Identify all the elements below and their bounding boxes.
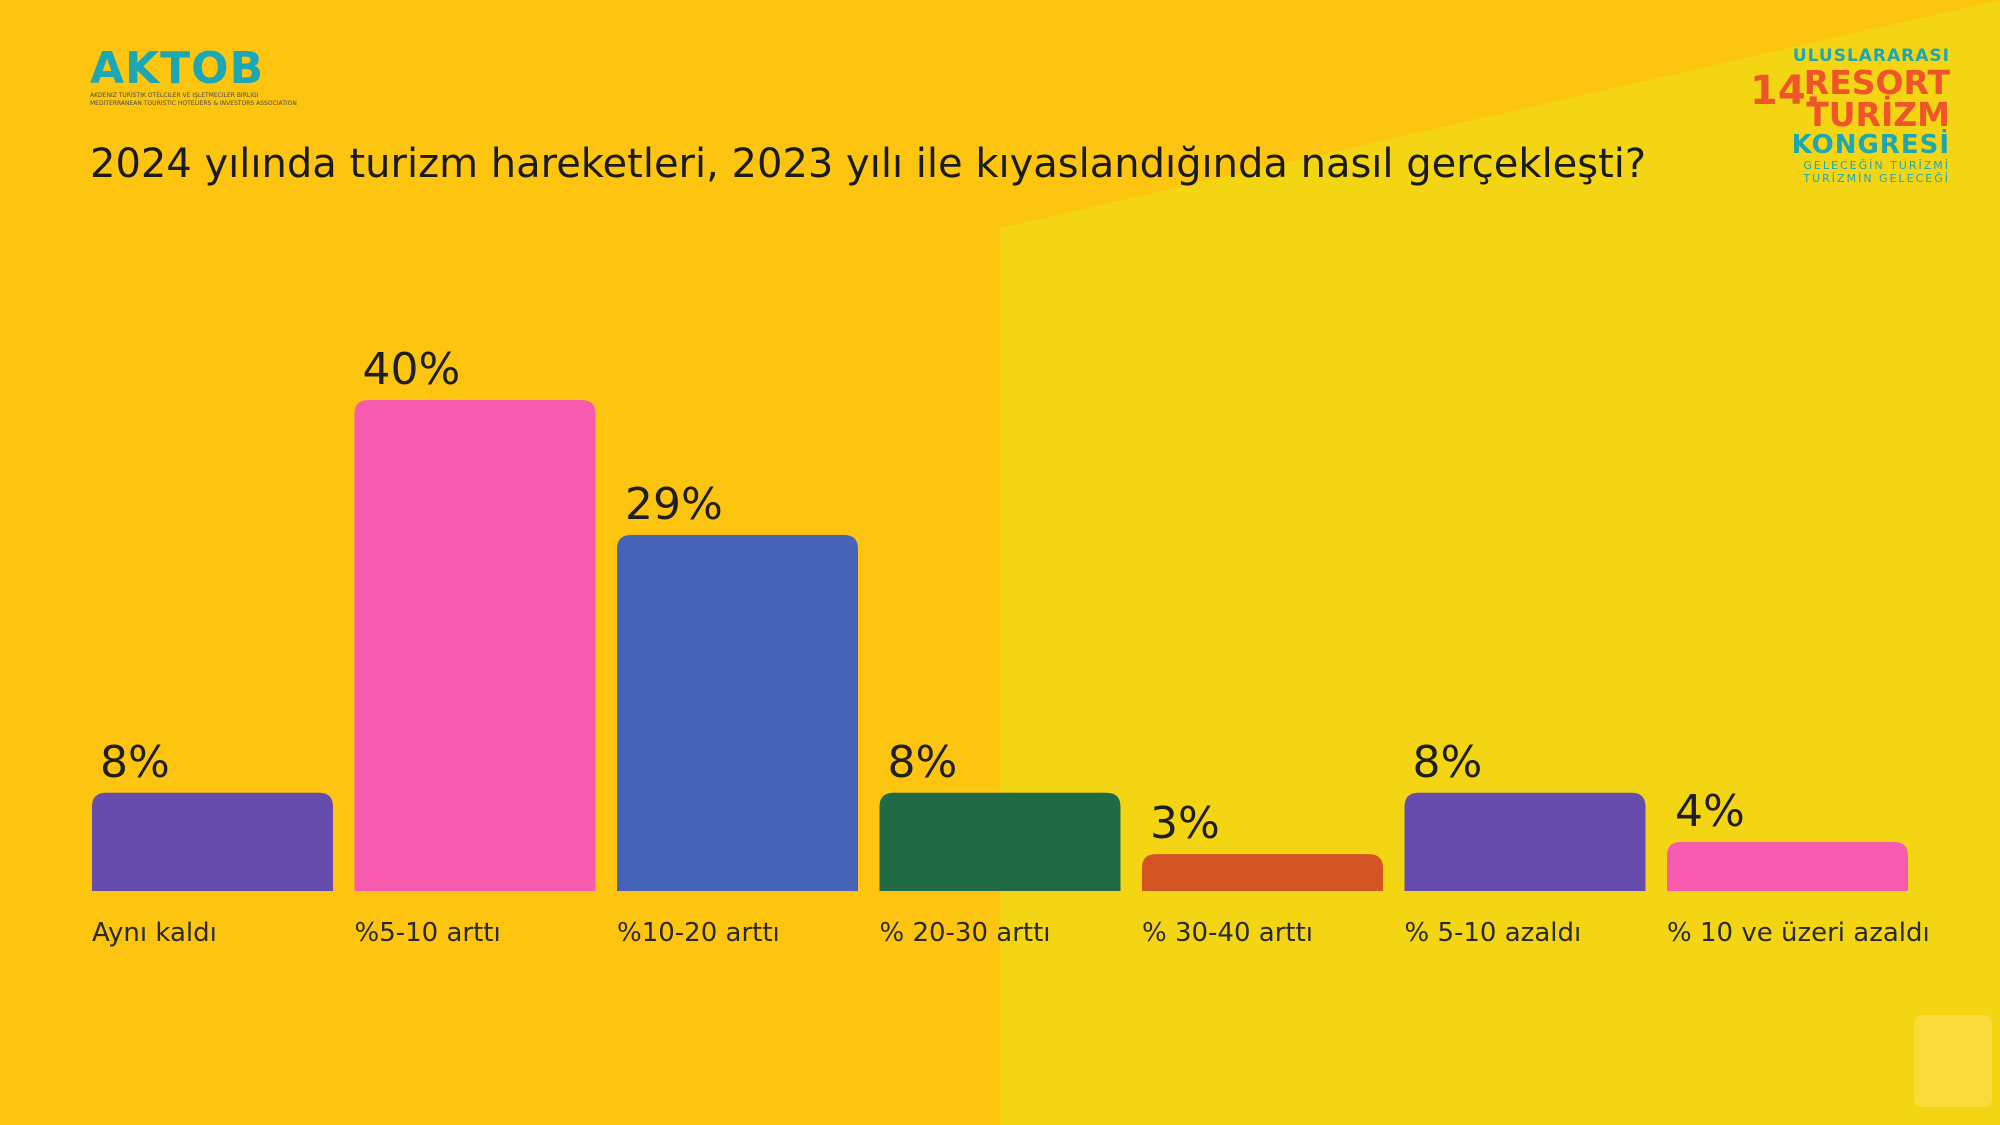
aktob-logo-line2: MEDITERRANEAN TOURISTIC HOTELIERS & INVE… <box>90 100 297 107</box>
congress-logo-turizm: TURİZM <box>1806 95 1950 134</box>
bar-5 <box>1142 854 1383 891</box>
bar-7 <box>1667 841 1908 891</box>
congress-logo: ULUSLARARASI 14. RESORT TURİZM KONGRESİ … <box>1750 46 1950 186</box>
bar-category-label: Aynı kaldı <box>92 918 217 948</box>
congress-logo-sub2: TURİZMİN GELECEĞİ <box>1803 172 1950 185</box>
bar-value-label: 29% <box>625 479 723 530</box>
congress-logo-number: 14. <box>1750 68 1821 114</box>
bar-value-label: 8% <box>100 737 170 788</box>
bar-category-label: %5-10 arttı <box>355 918 501 948</box>
bar-value-label: 40% <box>363 344 461 395</box>
bar-category-label: % 5-10 azaldı <box>1405 918 1582 948</box>
congress-logo-resort: RESORT <box>1803 63 1950 102</box>
bar-value-label: 8% <box>1413 737 1483 788</box>
bar-value-label: 3% <box>1150 798 1220 849</box>
bar-category-label: % 10 ve üzeri azaldı <box>1667 918 1930 948</box>
bar-6 <box>1404 792 1646 891</box>
bar-value-label: 4% <box>1675 786 1745 837</box>
bar-1 <box>92 792 333 891</box>
page-title: 2024 yılında turizm hareketleri, 2023 yı… <box>90 141 1647 187</box>
congress-logo-sub1: GELECEĞİN TURİZMİ <box>1803 159 1950 172</box>
aktob-logo: AKTOB AKDENİZ TURİSTİK OTELCİLER VE İŞLE… <box>90 46 300 108</box>
bar-2 <box>354 400 596 891</box>
bar-value-label: 8% <box>888 737 958 788</box>
bar-category-label: % 30-40 arttı <box>1142 918 1313 948</box>
bar-3 <box>617 535 858 891</box>
bar-category-label: %10-20 arttı <box>617 918 780 948</box>
aktob-logo-text: AKTOB <box>90 43 265 94</box>
congress-logo-kongre: KONGRESİ <box>1791 130 1950 160</box>
aktob-logo-line1: AKDENİZ TURİSTİK OTELCİLER VE İŞLETMECİL… <box>90 92 259 99</box>
corner-square <box>1914 1015 1992 1107</box>
bar-category-label: % 20-30 arttı <box>880 918 1051 948</box>
bar-4 <box>879 792 1121 891</box>
congress-logo-top: ULUSLARARASI <box>1792 46 1950 66</box>
